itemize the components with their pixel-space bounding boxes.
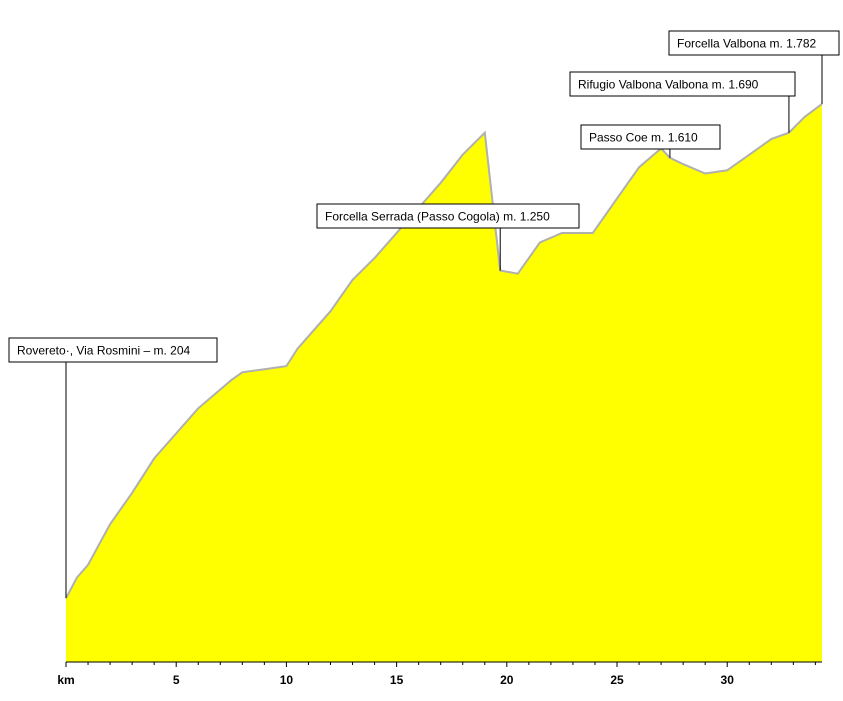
x-axis-label: km	[57, 673, 74, 687]
x-tick-label: 10	[280, 673, 294, 687]
x-axis-ticks: 5 10 15 20 25 30	[65, 662, 816, 687]
annotations: Rovereto·, Via Rosmini – m. 204 Forcella …	[8, 30, 840, 599]
x-tick-label: 30	[721, 673, 735, 687]
annotation-text: Rifugio Valbona Valbona m. 1.690	[578, 78, 759, 92]
annotation-label: Passo Coe m. 1.610	[580, 124, 721, 158]
elevation-profile-line	[65, 103, 823, 599]
annotation-text: Forcella Serrada (Passo Cogola) m. 1.250	[325, 210, 550, 224]
x-tick-label: 5	[173, 673, 180, 687]
annotation-label: Forcella Valbona m. 1.782	[668, 30, 840, 104]
annotation-text: Forcella Valbona m. 1.782	[677, 37, 817, 51]
x-tick-label: 15	[390, 673, 404, 687]
elevation-area	[66, 103, 822, 662]
annotation-label: Forcella Serrada (Passo Cogola) m. 1.250	[316, 203, 580, 271]
annotation-text: Passo Coe m. 1.610	[589, 131, 698, 145]
annotation-label: Rovereto·, Via Rosmini – m. 204	[8, 337, 218, 599]
annotation-label: Rifugio Valbona Valbona m. 1.690	[569, 71, 796, 133]
annotation-text: Rovereto·, Via Rosmini – m. 204	[17, 344, 191, 358]
x-tick-label: 20	[500, 673, 514, 687]
x-tick-label: 25	[610, 673, 624, 687]
